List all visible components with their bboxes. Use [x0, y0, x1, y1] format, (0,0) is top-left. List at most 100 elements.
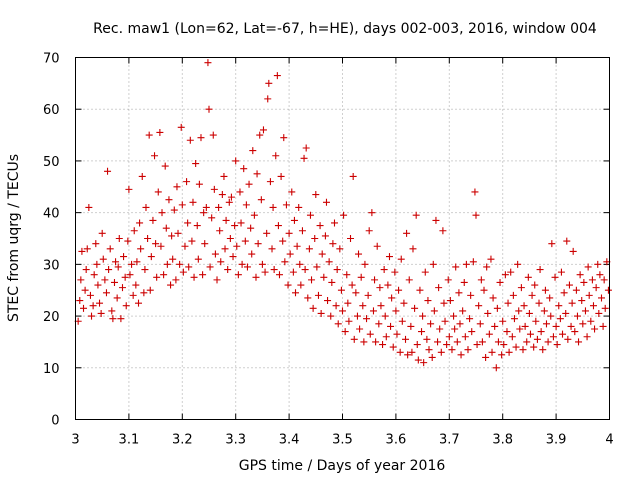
data-point	[343, 271, 351, 279]
data-point	[462, 260, 470, 268]
x-tick-label: 3.2	[172, 433, 193, 448]
data-point	[279, 237, 287, 245]
data-point	[357, 273, 365, 281]
data-point	[132, 281, 140, 289]
data-point	[173, 183, 181, 191]
data-point	[186, 136, 194, 144]
data-point	[158, 209, 166, 217]
data-point	[213, 276, 221, 284]
data-point	[160, 271, 168, 279]
data-point	[146, 286, 154, 294]
data-point	[548, 240, 556, 248]
data-point	[412, 211, 420, 219]
data-point	[539, 346, 547, 354]
data-point	[472, 211, 480, 219]
data-point	[359, 302, 367, 310]
data-point	[243, 263, 251, 271]
data-point	[360, 338, 368, 346]
data-point	[363, 315, 371, 323]
data-point	[457, 351, 465, 359]
data-point	[183, 178, 191, 186]
data-point	[137, 245, 145, 253]
data-point	[176, 260, 184, 268]
data-point	[489, 294, 497, 302]
data-point	[581, 307, 589, 315]
data-point	[492, 364, 500, 372]
data-point	[473, 341, 481, 349]
data-point	[599, 322, 607, 330]
data-point	[152, 240, 160, 248]
data-point	[130, 227, 138, 235]
data-point	[509, 291, 517, 299]
x-tick-label: 3.3	[225, 433, 246, 448]
data-point	[500, 341, 508, 349]
grid-lines	[75, 57, 610, 420]
data-point	[254, 240, 262, 248]
data-point	[272, 152, 280, 160]
data-point	[579, 320, 587, 328]
data-point	[266, 178, 274, 186]
data-point	[551, 273, 559, 281]
data-point	[162, 224, 170, 232]
data-point	[491, 322, 499, 330]
data-point	[537, 328, 545, 336]
data-point	[396, 348, 404, 356]
data-point	[233, 242, 241, 250]
data-point	[206, 263, 214, 271]
data-point	[193, 222, 201, 230]
data-point	[204, 59, 212, 67]
data-point	[439, 227, 447, 235]
data-point	[337, 286, 345, 294]
data-point	[167, 281, 175, 289]
data-point	[224, 266, 232, 274]
data-point	[277, 172, 285, 180]
data-point	[142, 203, 150, 211]
data-point	[549, 333, 557, 341]
data-point	[523, 338, 531, 346]
data-point	[113, 294, 121, 302]
data-point	[188, 237, 196, 245]
data-point	[376, 284, 384, 292]
plot-frame	[75, 57, 610, 420]
data-point	[510, 315, 518, 323]
data-point	[135, 299, 143, 307]
data-point	[488, 348, 496, 356]
data-point	[170, 206, 178, 214]
data-point	[321, 232, 329, 240]
data-point	[536, 266, 544, 274]
data-point	[345, 317, 353, 325]
data-point	[405, 276, 413, 284]
data-point	[293, 242, 301, 250]
data-point	[301, 266, 309, 274]
data-point	[249, 147, 257, 155]
data-point	[248, 250, 256, 258]
data-point	[274, 222, 282, 230]
data-point	[333, 266, 341, 274]
data-point	[450, 312, 458, 320]
data-point	[108, 307, 116, 315]
data-point	[273, 72, 281, 80]
data-point	[261, 268, 269, 276]
data-point	[298, 227, 306, 235]
data-point	[94, 281, 102, 289]
data-point	[83, 245, 91, 253]
data-point	[280, 134, 288, 142]
data-point	[530, 343, 538, 351]
data-point	[455, 289, 463, 297]
data-point	[471, 188, 479, 196]
data-point	[178, 201, 186, 209]
data-point	[441, 317, 449, 325]
data-point	[544, 338, 552, 346]
x-tick-label: 3.9	[546, 433, 567, 448]
data-point	[400, 299, 408, 307]
data-point	[114, 263, 122, 271]
data-point	[97, 309, 105, 317]
data-point	[553, 341, 561, 349]
data-point	[516, 325, 524, 333]
data-point	[418, 328, 426, 336]
data-point	[521, 322, 529, 330]
data-point	[320, 273, 328, 281]
data-point	[151, 152, 159, 160]
data-point	[483, 263, 491, 271]
data-point	[282, 201, 290, 209]
